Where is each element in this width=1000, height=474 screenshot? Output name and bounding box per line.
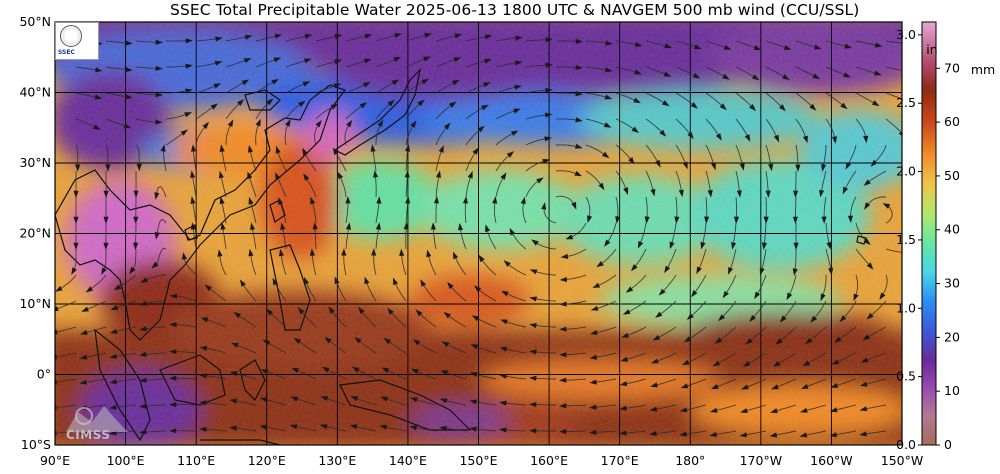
lat-label: 20°N [19,226,51,241]
lon-label: 150°W [881,453,923,468]
in-tick-label: 0.5 [896,369,916,384]
longitude-labels: 90°E 100°E 110°E 120°E 130°E 140°E 150°E 160°E 1… [40,453,923,468]
colorbar-mm-unit: mm [971,62,995,77]
mm-tick-label: 40 [944,222,960,237]
lat-label: 10°S [21,437,51,452]
lon-label: 110°E [177,453,215,468]
tpw-field [40,10,930,450]
lon-label: 160°E [530,453,568,468]
mm-tick-label: 50 [944,168,960,183]
lat-label: 30°N [19,155,51,170]
colorbar-mm-ticks: 70 60 50 40 30 20 10 0 [936,60,960,452]
mm-tick-label: 60 [944,114,960,129]
lon-label: 100°E [107,453,145,468]
in-tick-label: 0.0 [896,437,916,452]
wind-arrow-icon [905,250,913,255]
lon-label: 170°E [601,453,639,468]
lat-label: 10°N [19,296,51,311]
mm-tick-label: 0 [944,437,952,452]
colorbar [922,22,936,445]
in-tick-label: 2.0 [896,164,916,179]
in-tick-label: 1.5 [896,232,916,247]
seal-icon [60,25,82,47]
lon-label: 90°E [40,453,70,468]
wind-arrow-icon [905,41,913,46]
wind-arrow-icon [905,69,913,74]
wind-arrow-icon [50,354,58,359]
lon-label: 160°W [810,453,852,468]
lon-label: 130°E [318,453,356,468]
lon-label: 140°E [389,453,427,468]
in-tick-label: 2.5 [896,95,916,110]
ssec-logo-text: SSEC [58,49,96,57]
lon-label: 180° [675,453,705,468]
mm-tick-label: 70 [944,60,960,75]
colorbar-in-unit: in [926,42,937,57]
lat-label: 40°N [19,85,51,100]
lon-label: 150°E [459,453,497,468]
latitude-labels: 50°N 40°N 30°N 20°N 10°N 0° 10°S [19,14,51,452]
mm-tick-label: 30 [944,276,960,291]
lat-label: 50°N [19,14,51,29]
wind-arrow-icon [50,330,58,335]
lon-label: 120°E [248,453,286,468]
ssec-logo: SSEC [55,22,99,60]
in-tick-label: 3.0 [896,27,916,42]
lat-label: 0° [37,367,51,382]
mm-tick-label: 20 [944,329,960,344]
lon-label: 170°W [740,453,782,468]
mm-tick-label: 10 [944,383,960,398]
cimss-logo-text: CIMSS [66,428,110,442]
in-tick-label: 1.0 [896,300,916,315]
